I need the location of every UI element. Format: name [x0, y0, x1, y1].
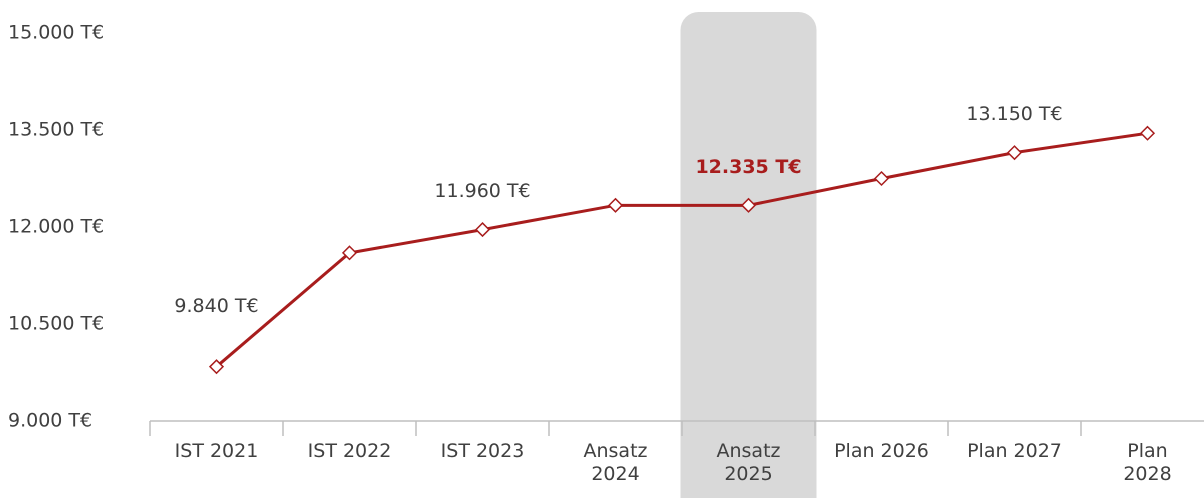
marker	[341, 245, 358, 261]
marker	[873, 170, 890, 187]
marker	[1139, 125, 1156, 141]
marker	[1006, 145, 1023, 161]
y-tick-label: 9.000 T€	[8, 410, 92, 432]
x-tick-label: Plan 2028	[1123, 440, 1172, 485]
x-tick-label: Plan 2026	[834, 440, 929, 462]
data-label: 11.960 T€	[434, 180, 530, 202]
marker	[607, 197, 624, 213]
data-label: 12.335 T€	[695, 156, 801, 178]
marker	[208, 359, 225, 375]
highlight-band	[680, 12, 817, 498]
y-tick-label: 13.500 T€	[8, 119, 104, 141]
y-tick-label: 10.500 T€	[8, 313, 104, 335]
marker	[740, 197, 757, 213]
line	[215, 131, 1148, 368]
data-label: 13.150 T€	[966, 103, 1062, 125]
x-tick-label: Ansatz 2025	[716, 440, 781, 485]
x-tick-label: Ansatz 2024	[583, 440, 648, 485]
x-tick-label: IST 2022	[307, 440, 392, 462]
x-tick-label: IST 2023	[440, 440, 525, 462]
y-tick-label: 15.000 T€	[8, 22, 104, 44]
data-label: 9.840 T€	[174, 295, 258, 317]
marker	[474, 222, 491, 238]
x-tick-label: IST 2021	[174, 440, 259, 462]
y-tick-label: 12.000 T€	[8, 216, 104, 238]
x-tick-label: Plan 2027	[967, 440, 1062, 462]
